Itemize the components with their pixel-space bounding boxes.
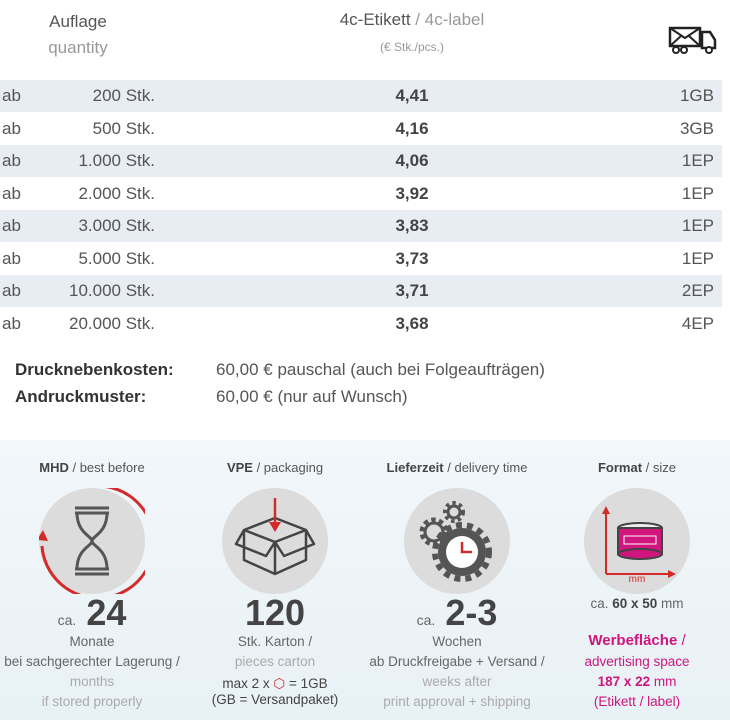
cost-value: 60,00 € (nur auf Wunsch) [216, 387, 408, 406]
packaging-note: (GB = Versandpaket) [211, 692, 339, 707]
table-row: ab 500 Stk. 4,16 3GB [0, 113, 722, 145]
quantity-header: Auflage quantity [28, 12, 128, 58]
box-icon [222, 488, 328, 594]
price-header: 4c-Etikett / 4c-label (€ Stk./pcs.) [262, 10, 562, 54]
table-row: ab 5.000 Stk. 3,73 1EP [0, 243, 722, 275]
row-price: 4,41 [395, 86, 429, 105]
best-before-title-en: / best before [68, 460, 145, 475]
row-price: 3,71 [395, 281, 429, 300]
row-shipping: 3GB [679, 118, 714, 138]
advertising-space-en: advertising space [584, 654, 690, 669]
row-quantity: 20.000 Stk. [68, 313, 155, 333]
price-header-de: 4c-Etikett [339, 10, 411, 29]
row-shipping: 1EP [681, 216, 714, 235]
row-price: 4,06 [395, 151, 429, 170]
size-unit: mm [661, 596, 684, 611]
best-before-unit-en: months [69, 674, 115, 689]
best-before-title-de: MHD [39, 460, 69, 475]
cost-value: 60,00 € pauschal (auch bei Folgeaufträge… [216, 360, 545, 379]
table-row: ab 2.000 Stk. 3,92 1EP [0, 178, 722, 210]
row-quantity: 10.000 Stk. [68, 281, 155, 300]
small-box-icon: ⬡ [273, 676, 286, 691]
best-before-unit: Monate [69, 634, 115, 649]
row-shipping: 1EP [681, 183, 714, 203]
best-before-note-en: if stored properly [41, 694, 143, 709]
price-header-en: 4c-label [424, 10, 485, 29]
row-shipping: 1EP [681, 248, 714, 268]
delivery-note: ab Druckfreigabe + Versand / [369, 654, 545, 669]
row-price: 3,73 [395, 248, 429, 268]
price-unit: (€ Stk./pcs.) [379, 40, 444, 54]
gears-clock-icon [404, 488, 510, 594]
best-before-note: bei sachgerechter Lagerung / [4, 654, 180, 669]
row-prefix: ab [2, 118, 21, 138]
packaging-title-en: / packaging [252, 460, 324, 475]
cost-row: Andruckmuster: 60,00 € (nur auf Wunsch) [0, 387, 730, 411]
quantity-header-en: quantity [48, 38, 108, 57]
row-price: 4,16 [395, 118, 429, 138]
size-prefix: ca. [590, 596, 609, 611]
table-row: ab 200 Stk. 4,41 1GB [0, 80, 722, 112]
packaging-unit: Stk. Karton / [237, 634, 313, 649]
price-header-sep: / [410, 10, 425, 29]
advertising-space-value: 187 x 22 [597, 674, 651, 689]
row-shipping: 2EP [681, 281, 714, 300]
delivery-title-de: Lieferzeit [386, 460, 444, 475]
row-shipping: 1EP [681, 151, 714, 170]
row-quantity: 200 Stk. [92, 86, 155, 105]
table-row: ab 3.000 Stk. 3,83 1EP [0, 210, 722, 242]
packaging-max-result: = 1GB [288, 676, 328, 691]
row-shipping: 4EP [681, 313, 714, 333]
row-prefix: ab [2, 86, 21, 105]
row-quantity: 1.000 Stk. [78, 151, 155, 170]
row-price: 3,83 [395, 216, 429, 235]
row-prefix: ab [2, 281, 21, 300]
best-before-prefix: ca. [57, 612, 77, 628]
cost-label: Drucknebenkosten: [15, 360, 174, 379]
cost-label: Andruckmuster: [15, 387, 147, 406]
row-prefix: ab [2, 248, 21, 268]
row-quantity: 3.000 Stk. [78, 216, 155, 235]
table-row: ab 20.000 Stk. 3,68 4EP [0, 308, 722, 340]
delivery-value: 2-3 [445, 592, 498, 633]
packaging-max: max 2 x [222, 676, 270, 691]
format-title-de: Format [597, 460, 643, 475]
delivery-note-en: print approval + shipping [383, 694, 531, 709]
row-quantity: 5.000 Stk. [78, 248, 155, 268]
row-price: 3,92 [395, 183, 429, 203]
advertising-space-de: Werbefläche [588, 632, 678, 649]
delivery-title-en: / delivery time [443, 460, 528, 475]
table-row: ab 10.000 Stk. 3,71 2EP [0, 275, 722, 307]
row-quantity: 500 Stk. [92, 118, 155, 138]
row-prefix: ab [2, 216, 21, 235]
row-price: 3,68 [395, 313, 429, 333]
row-prefix: ab [2, 151, 21, 170]
hourglass-icon [39, 488, 145, 594]
advertising-space-sep: / [677, 632, 686, 649]
axis-unit: mm [628, 574, 646, 585]
advertising-space-note: (Etikett / label) [593, 694, 681, 709]
delivery-unit: Wochen [432, 634, 482, 649]
row-prefix: ab [2, 183, 21, 203]
table-row: ab 1.000 Stk. 4,06 1EP [0, 145, 722, 177]
mail-truck-icon [668, 26, 717, 54]
delivery-prefix: ca. [416, 612, 436, 628]
info-section: MHD / best before ca. 24 Monate bei sach… [0, 440, 730, 720]
row-prefix: ab [2, 313, 21, 333]
quantity-header-de: Auflage [49, 12, 107, 31]
packaging-unit-en: pieces carton [234, 654, 316, 669]
label-size-icon: mm [584, 488, 690, 594]
row-quantity: 2.000 Stk. [78, 183, 155, 203]
packaging-value: 120 [244, 592, 306, 633]
advertising-space-unit: mm [653, 674, 677, 689]
cost-row: Drucknebenkosten: 60,00 € pauschal (auch … [0, 360, 730, 384]
best-before-value: 24 [86, 592, 127, 633]
delivery-unit-en: weeks after [422, 674, 492, 689]
size-value: 60 x 50 [612, 596, 658, 611]
packaging-title-de: VPE [226, 460, 253, 475]
row-shipping: 1GB [679, 86, 714, 105]
format-title-en: / size [642, 460, 677, 475]
